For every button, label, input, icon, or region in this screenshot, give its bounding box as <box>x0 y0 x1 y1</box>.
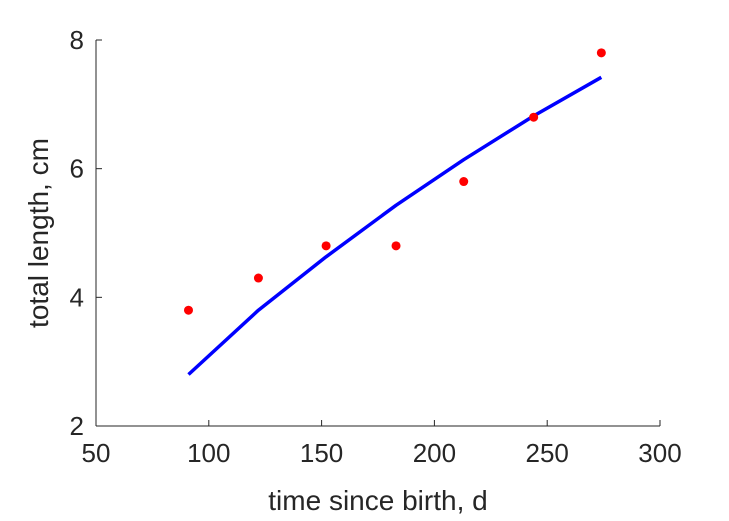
fit-curve-layer <box>187 75 603 376</box>
x-axis-label: time since birth, d <box>268 485 487 516</box>
y-tick-label: 8 <box>70 25 84 55</box>
data-point <box>391 241 401 251</box>
data-point <box>596 48 606 58</box>
x-tick-label: 300 <box>638 438 681 468</box>
axes: 50 100 150 200 250 300 2 4 6 8 <box>70 25 682 468</box>
data-point <box>529 112 539 122</box>
axis-labels-layer: time since birth, d total length, cm <box>23 138 488 516</box>
data-points-layer <box>183 48 606 315</box>
data-point <box>183 305 193 315</box>
x-tick-label: 100 <box>187 438 230 468</box>
x-tick-label: 200 <box>413 438 456 468</box>
data-point <box>253 273 263 283</box>
fit-curve <box>187 75 603 376</box>
x-tick-label: 150 <box>300 438 343 468</box>
y-tick-label: 4 <box>70 282 84 312</box>
data-point <box>321 241 331 251</box>
y-tick-label: 6 <box>70 154 84 184</box>
x-tick-label: 250 <box>526 438 569 468</box>
y-axis-label: total length, cm <box>23 138 54 328</box>
x-tick-label: 50 <box>82 438 111 468</box>
data-point <box>459 177 469 187</box>
y-tick-label: 2 <box>70 411 84 441</box>
